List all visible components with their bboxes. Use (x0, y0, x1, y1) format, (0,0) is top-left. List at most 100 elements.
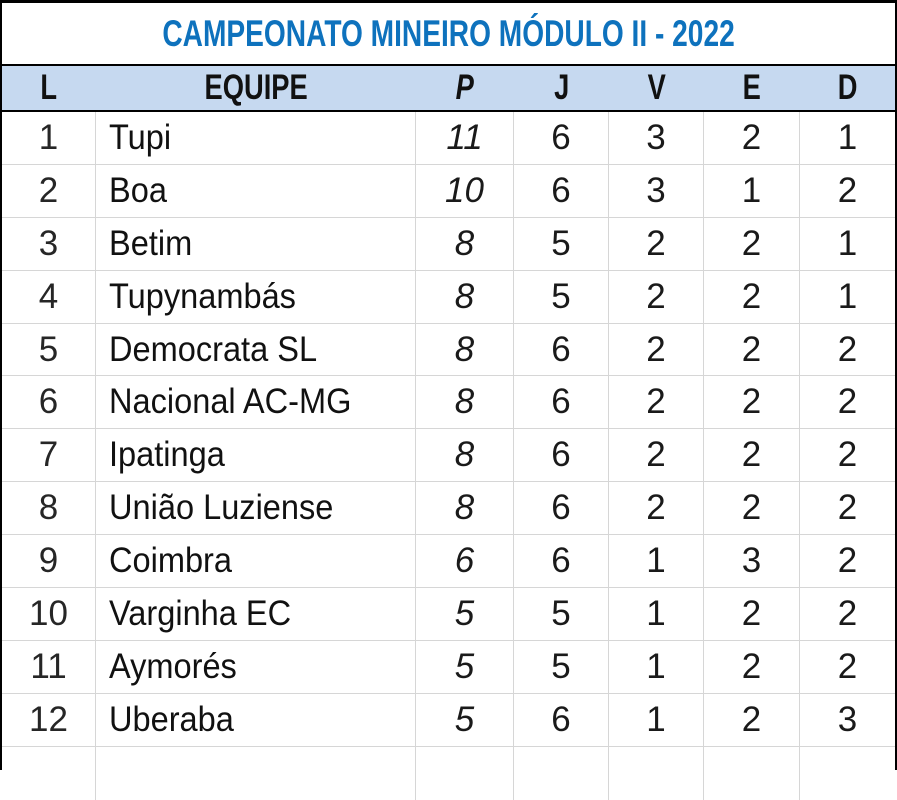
table-row: 11 Aymorés 5 5 1 2 2 (2, 640, 895, 694)
cell-losses: 2 (837, 170, 858, 210)
cell-team: Betim (96, 217, 416, 270)
cell-games: 6 (514, 164, 609, 217)
title-row: CAMPEONATO MINEIRO MÓDULO II - 2022 (2, 3, 895, 64)
table-header-row: L EQUIPE P J V E D (2, 64, 895, 112)
cell-wins: 3 (609, 164, 704, 217)
cell-games: 6 (514, 429, 609, 482)
cell-points: 8 (416, 482, 514, 535)
cell-points: 8 (416, 323, 514, 376)
cell-position: 9 (2, 535, 96, 588)
cell-points: 8 (416, 217, 514, 270)
cell-draws: 2 (704, 693, 800, 746)
cell-wins: 1 (609, 535, 704, 588)
cell-position: 10 (2, 588, 96, 640)
column-header-team: EQUIPE (204, 68, 308, 107)
cell-points: 10 (416, 164, 514, 217)
cell-points: 11 (416, 112, 514, 164)
cell-games: 6 (514, 323, 609, 376)
cell-wins: 2 (609, 217, 704, 270)
cell-games: 6 (514, 693, 609, 746)
cell-wins: 2 (609, 323, 704, 376)
cell-losses: 1 (837, 117, 858, 157)
cell-draws: 2 (704, 640, 800, 693)
cell-position: 3 (2, 217, 96, 270)
cell-losses: 2 (837, 329, 858, 369)
cell-position: 2 (2, 164, 96, 217)
column-header-wins: V (647, 68, 666, 107)
cell-points: 5 (416, 588, 514, 640)
cell-wins: 1 (609, 588, 704, 640)
cell-team: Boa (96, 164, 416, 217)
cell-losses: 2 (837, 646, 858, 686)
cell-draws: 2 (704, 588, 800, 640)
column-header-games: J (553, 68, 570, 107)
page-title: CAMPEONATO MINEIRO MÓDULO II - 2022 (162, 12, 735, 54)
cell-games: 6 (514, 535, 609, 588)
table-row: 8 União Luziense 8 6 2 2 2 (2, 482, 895, 536)
cell-team: Uberaba (96, 693, 416, 746)
cell-draws: 2 (704, 112, 800, 164)
empty-cell (609, 746, 704, 800)
cell-wins: 2 (609, 376, 704, 429)
cell-position: 8 (2, 482, 96, 535)
cell-points: 6 (416, 535, 514, 588)
cell-team: Tupi (96, 112, 416, 164)
cell-losses: 1 (837, 276, 858, 316)
cell-wins: 2 (609, 270, 704, 323)
cell-games: 6 (514, 482, 609, 535)
cell-draws: 3 (704, 535, 800, 588)
table-row: 3 Betim 8 5 2 2 1 (2, 217, 895, 271)
cell-draws: 2 (704, 323, 800, 376)
empty-row (2, 746, 895, 800)
cell-draws: 2 (704, 376, 800, 429)
cell-position: 4 (2, 270, 96, 323)
cell-team: União Luziense (96, 482, 416, 535)
cell-losses: 1 (837, 223, 858, 263)
cell-draws: 2 (704, 482, 800, 535)
cell-wins: 3 (609, 112, 704, 164)
cell-games: 5 (514, 270, 609, 323)
table-body: 1 Tupi 11 6 3 2 1 2 Boa 10 6 3 1 2 3 Bet… (2, 112, 895, 800)
cell-points: 8 (416, 376, 514, 429)
cell-losses: 2 (837, 541, 858, 581)
cell-team: Nacional AC-MG (96, 376, 416, 429)
cell-position: 11 (2, 640, 96, 693)
table-row: 6 Nacional AC-MG 8 6 2 2 2 (2, 376, 895, 430)
cell-team: Aymorés (96, 640, 416, 693)
table-row: 1 Tupi 11 6 3 2 1 (2, 112, 895, 165)
cell-games: 6 (514, 112, 609, 164)
table-row: 4 Tupynambás 8 5 2 2 1 (2, 270, 895, 324)
table-row: 9 Coimbra 6 6 1 3 2 (2, 535, 895, 589)
table-row: 12 Uberaba 5 6 1 2 3 (2, 693, 895, 747)
empty-cell (96, 746, 416, 800)
cell-points: 8 (416, 429, 514, 482)
cell-team: Tupynambás (96, 270, 416, 323)
cell-team: Ipatinga (96, 429, 416, 482)
table-row: 5 Democrata SL 8 6 2 2 2 (2, 323, 895, 377)
empty-cell (800, 747, 895, 800)
column-header-draws: E (742, 68, 762, 107)
cell-team: Coimbra (96, 535, 416, 588)
cell-wins: 2 (609, 482, 704, 535)
cell-position: 1 (2, 112, 96, 164)
table-row: 7 Ipatinga 8 6 2 2 2 (2, 429, 895, 483)
cell-games: 6 (514, 376, 609, 429)
cell-games: 5 (514, 588, 609, 640)
cell-wins: 2 (609, 429, 704, 482)
cell-games: 5 (514, 640, 609, 693)
cell-team: Democrata SL (96, 323, 416, 376)
column-header-points: P (455, 68, 475, 107)
table-row: 10 Varginha EC 5 5 1 2 2 (2, 588, 895, 641)
cell-losses: 2 (837, 488, 858, 528)
cell-wins: 1 (609, 693, 704, 746)
cell-points: 8 (416, 270, 514, 323)
cell-losses: 2 (837, 593, 858, 633)
column-header-losses: D (837, 68, 858, 107)
cell-draws: 2 (704, 217, 800, 270)
cell-draws: 1 (704, 164, 800, 217)
cell-position: 7 (2, 429, 96, 482)
empty-cell (514, 746, 609, 800)
cell-games: 5 (514, 217, 609, 270)
cell-points: 5 (416, 640, 514, 693)
